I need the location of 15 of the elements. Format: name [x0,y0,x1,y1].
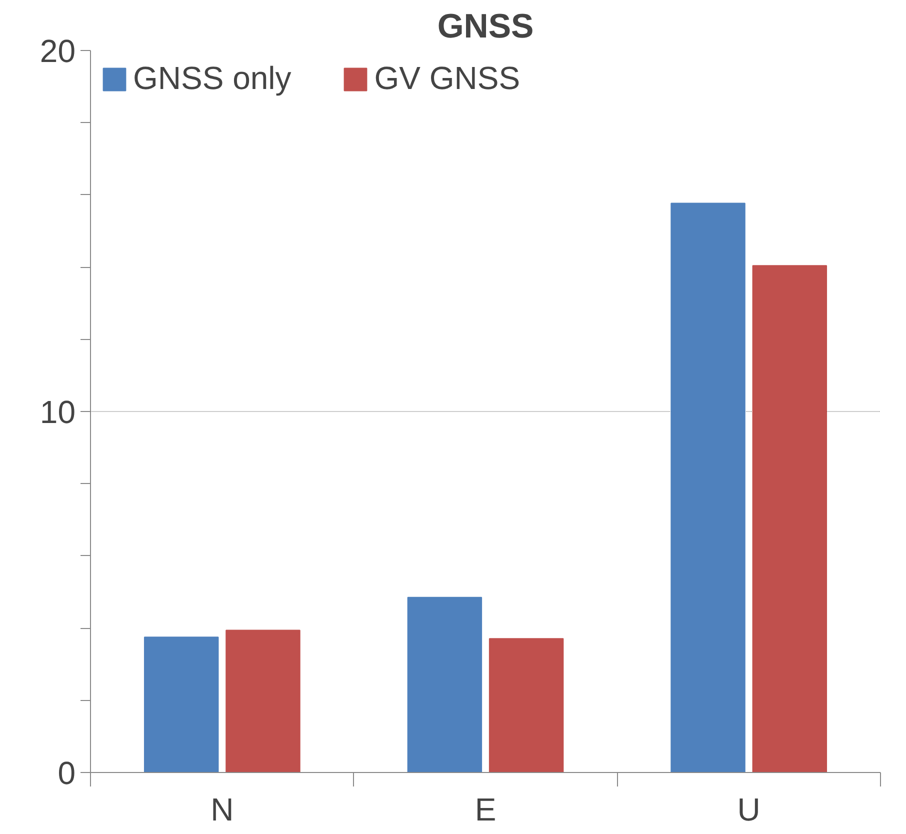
bar [670,202,746,772]
legend-label: GNSS only [133,60,292,97]
bar [752,265,828,772]
x-tick-label: U [737,792,760,828]
legend-label: GV GNSS [374,60,520,97]
bar [144,636,219,772]
bar [226,630,300,772]
y-tick-label: 10 [40,394,76,430]
x-tick-label: N [210,792,234,828]
chart-title: GNSS [437,8,534,46]
bar [488,638,564,772]
y-tick-label: 0 [58,755,76,791]
x-tick-label: E [474,792,496,828]
bar [407,596,482,772]
y-tick-label: 20 [40,33,76,69]
